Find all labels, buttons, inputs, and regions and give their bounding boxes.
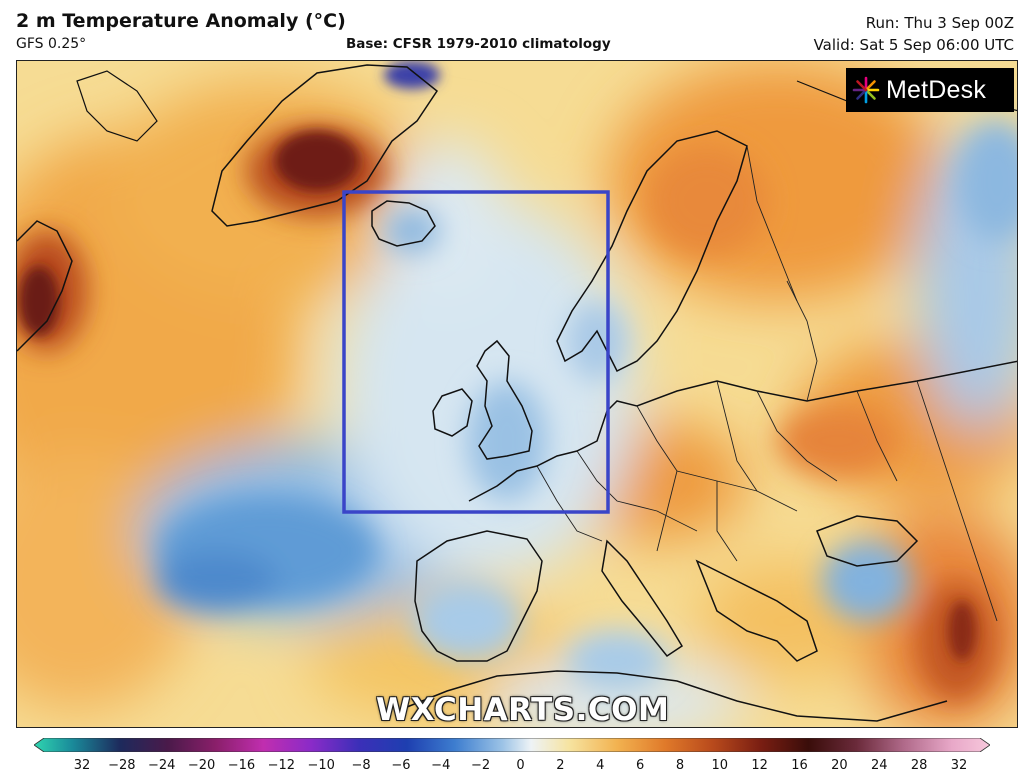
iceland-coastline <box>371 200 436 247</box>
scale-tick-label: −28 <box>108 758 136 773</box>
scale-tick-label: 32 <box>950 758 968 773</box>
scale-tick-label: −8 <box>351 758 371 773</box>
scale-tick-label: −2 <box>471 758 491 773</box>
climatology-base-label: Base: CFSR 1979-2010 climatology <box>346 36 611 52</box>
wxcharts-watermark: WXCHARTS.COM <box>376 692 670 728</box>
scale-tick-label: 4 <box>596 758 605 773</box>
country-borders <box>536 145 998 622</box>
italy-coastline <box>601 539 684 658</box>
model-label: GFS 0.25° <box>16 36 87 52</box>
black-sea-coastline <box>816 515 919 567</box>
scale-tick-label: 8 <box>675 758 685 773</box>
scandinavia-coastline <box>556 130 748 373</box>
balkans-coastline <box>695 559 818 662</box>
metdesk-logo: MetDesk <box>846 68 1014 112</box>
color-scale-bar <box>34 738 990 752</box>
ireland-coastline <box>432 388 473 437</box>
chart-title: 2 m Temperature Anomaly (°C) <box>16 10 346 32</box>
scale-tick-label: 32 <box>73 758 91 773</box>
scale-tick-label: −6 <box>391 758 411 773</box>
scale-tick-label: 0 <box>516 758 525 773</box>
anomaly-field-cores <box>19 61 976 661</box>
scale-tick-label: −24 <box>148 758 176 773</box>
focus-region-box <box>342 190 610 514</box>
anomaly-map[interactable] <box>16 60 1018 728</box>
scale-tick-label: 6 <box>635 758 645 773</box>
scale-tick-label: −10 <box>307 758 335 773</box>
scale-tick-label: 10 <box>711 758 729 773</box>
scale-tick-label: 24 <box>870 758 888 773</box>
metdesk-sunburst-icon <box>852 76 880 104</box>
greenland-coastline <box>211 64 439 227</box>
iberia-coastline <box>414 530 543 662</box>
arctic-islands-coastline <box>76 70 158 142</box>
valid-time-label: Valid: Sat 5 Sep 06:00 UTC <box>813 36 1014 54</box>
scale-tick-label: 20 <box>831 758 848 773</box>
north-africa-coastline <box>396 670 948 722</box>
metdesk-logo-text: MetDesk <box>886 75 987 104</box>
chart-header: 2 m Temperature Anomaly (°C) GFS 0.25° B… <box>0 0 1024 60</box>
run-time-label: Run: Thu 3 Sep 00Z <box>865 14 1014 32</box>
scale-tick-label: −16 <box>227 758 256 773</box>
labrador-coastline <box>17 220 73 352</box>
scale-tick-label: 2 <box>556 758 565 773</box>
scale-tick-label: −4 <box>431 758 451 773</box>
great-britain-coastline <box>476 339 533 460</box>
scale-tick-label: −20 <box>187 758 216 773</box>
scale-tick-label: −12 <box>267 758 296 773</box>
scale-tick-label: 16 <box>791 758 808 773</box>
scale-tick-label: 12 <box>751 758 768 773</box>
color-scale-ticks: 32 −28 −24 −20 −16 −12 −10 −8 −6 −4 −2 0 2 4 6 8 10 12 16 2… <box>0 758 1024 780</box>
europe-coastline <box>468 360 1017 502</box>
scale-tick-label: 28 <box>910 758 928 773</box>
